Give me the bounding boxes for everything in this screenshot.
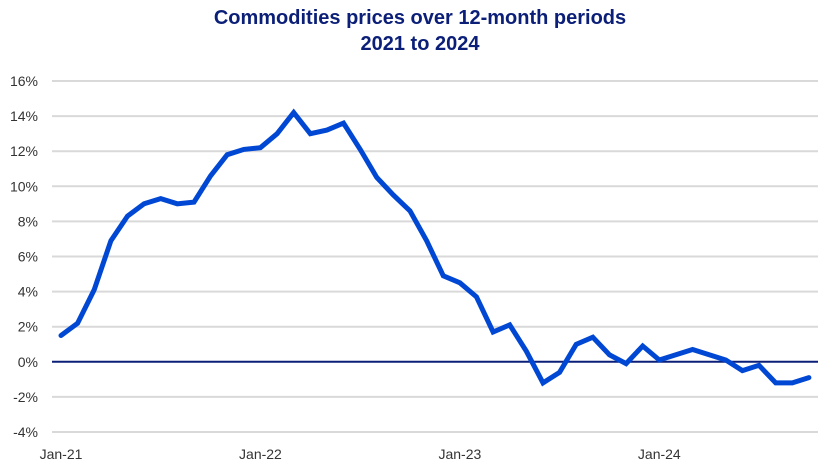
x-tick-label: Jan-24 <box>638 446 681 462</box>
x-tick-label: Jan-23 <box>438 446 481 462</box>
y-tick-label: -2% <box>13 389 38 405</box>
y-tick-label: 14% <box>10 108 38 124</box>
y-tick-label: -4% <box>13 424 38 440</box>
y-tick-label: 4% <box>18 284 38 300</box>
y-tick-label: 8% <box>18 213 38 229</box>
x-tick-label: Jan-21 <box>40 446 83 462</box>
chart-title: Commodities prices over 12-month periods <box>214 7 626 29</box>
y-tick-label: 0% <box>18 354 38 370</box>
y-tick-label: 2% <box>18 319 38 335</box>
y-tick-label: 10% <box>10 178 38 194</box>
y-tick-label: 6% <box>18 249 38 265</box>
series-line <box>58 108 812 387</box>
chart-subtitle: 2021 to 2024 <box>361 33 481 55</box>
y-tick-label: 16% <box>10 73 38 89</box>
x-tick-label: Jan-22 <box>239 446 282 462</box>
y-tick-label: 12% <box>10 143 38 159</box>
